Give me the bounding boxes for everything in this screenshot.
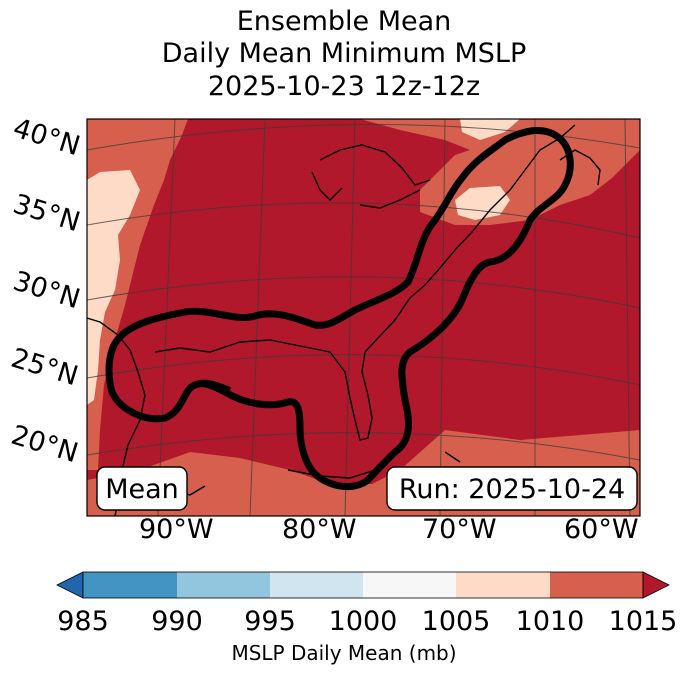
map-panel (87, 119, 640, 516)
mslp-contour-inner-notch (187, 379, 232, 393)
field-1005-1010-maritimes (455, 186, 510, 220)
colorbar-label: MSLP Daily Mean (mb) (231, 641, 457, 665)
colorbar-tick-985: 985 (57, 606, 109, 637)
lon-label-90w: 90°W (139, 514, 214, 545)
map-frame (86, 118, 641, 517)
colorbar-segment (363, 572, 456, 598)
colorbar-tick-1005: 1005 (421, 606, 491, 637)
lon-label-70w: 70°W (422, 514, 497, 545)
mean-label-box: Mean (96, 466, 188, 511)
colorbar-segment (456, 572, 550, 598)
title-line-2: Daily Mean Minimum MSLP (161, 38, 527, 69)
title-line-3: 2025-10-23 12z-12z (207, 71, 481, 102)
colorbar-segment (550, 572, 643, 598)
field-1005-1010-northeast (460, 119, 520, 140)
colorbar-tick-990: 990 (151, 606, 203, 637)
mslp-contour (105, 127, 574, 490)
field-1005-1010-west (87, 170, 140, 405)
run-label-box: Run: 2025-10-24 (386, 466, 638, 511)
title-line-1: Ensemble Mean (236, 6, 452, 37)
colorbar-tick-1015: 1015 (608, 606, 678, 637)
colorbar-extend-low (56, 571, 84, 599)
colorbar-tick-1010: 1010 (515, 606, 585, 637)
colorbar-segment (83, 572, 177, 598)
colorbar-segment (177, 572, 270, 598)
lon-label-60w: 60°W (564, 514, 639, 545)
graticule (87, 119, 640, 516)
colorbar-extend-high (642, 571, 670, 599)
field-1010-1015-north (360, 119, 640, 225)
mean-label-text: Mean (105, 474, 179, 505)
lon-label-80w: 80°W (282, 514, 357, 545)
colorbar (56, 571, 670, 599)
run-label-text: Run: 2025-10-24 (399, 474, 625, 505)
colorbar-segment (270, 572, 363, 598)
colorbar-tick-995: 995 (244, 606, 296, 637)
colorbar-tick-1000: 1000 (328, 606, 398, 637)
